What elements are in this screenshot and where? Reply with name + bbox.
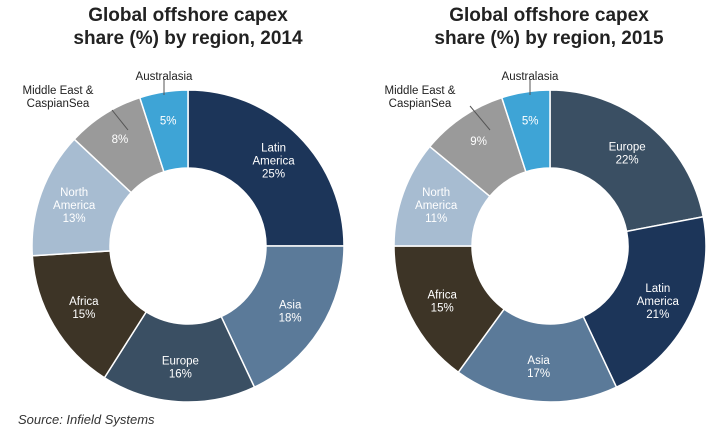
slice-name-label: CaspianSea (27, 98, 90, 110)
chart-title-2015: Global offshore capex share (%) by regio… (389, 4, 709, 50)
slice-name-label: North (422, 187, 450, 199)
slice-name-label: Africa (69, 296, 99, 308)
slice-value-label: 22% (616, 154, 639, 166)
slice-name-label: CaspianSea (389, 98, 452, 110)
source-note: Source: Infield Systems (18, 412, 155, 427)
slice-europe (549, 89, 705, 233)
chart-title-line1: Global offshore capex (88, 5, 288, 26)
slice-latin-america (187, 89, 345, 247)
slice-europe (103, 310, 256, 403)
slice-value-label: 21% (646, 309, 669, 321)
slice-name-label: Latin (645, 283, 670, 295)
slice-name-label: Europe (609, 141, 646, 153)
leader-line (111, 109, 129, 131)
slice-latin-america (582, 215, 707, 389)
slice-name-label: Australasia (502, 71, 559, 83)
slice-name-label: America (53, 200, 96, 212)
slice-name-label: America (252, 155, 295, 167)
slice-name-label: Middle East & (385, 85, 456, 97)
slice-value-label: 25% (262, 168, 285, 180)
donut-1: Europe22%LatinAmerica21%Asia17%Africa15%… (385, 71, 707, 403)
slice-africa (31, 250, 148, 379)
slice-value-label: 15% (72, 309, 95, 321)
slice-name-label: America (637, 296, 680, 308)
slice-name-label: America (415, 200, 458, 212)
slice-asia (457, 308, 618, 403)
slice-name-label: Middle East & (23, 85, 94, 97)
slice-value-label: 16% (169, 368, 192, 380)
slice-name-label: Asia (279, 299, 302, 311)
slice-value-label: 5% (160, 116, 177, 128)
slice-name-label: Asia (527, 355, 550, 367)
slice-name-label: Europe (162, 355, 199, 367)
slice-name-label: North (60, 187, 88, 199)
chart-title-line1: Global offshore capex (449, 5, 649, 26)
slice-value-label: 5% (522, 116, 539, 128)
slice-australasia (500, 89, 551, 173)
slice-value-label: 17% (527, 368, 550, 380)
slice-name-label: Latin (261, 142, 286, 154)
slice-value-label: 15% (431, 302, 454, 314)
slice-africa (393, 245, 506, 374)
slice-name-label: Australasia (136, 71, 193, 83)
slice-value-label: 18% (279, 312, 302, 324)
slice-value-label: 9% (470, 136, 487, 148)
leader-line (469, 105, 491, 131)
slice-australasia (138, 89, 189, 173)
slice-value-label: 13% (63, 213, 86, 225)
slice-value-label: 11% (425, 213, 447, 225)
slice-name-label: Africa (427, 289, 457, 301)
chart-title-line2: share (%) by region, 2015 (434, 28, 664, 49)
slice-value-label: 8% (112, 134, 129, 146)
slice-asia (220, 245, 345, 389)
chart-title-line2: share (%) by region, 2014 (73, 28, 303, 49)
chart-title-2014: Global offshore capex share (%) by regio… (28, 4, 348, 50)
donut-0: LatinAmerica25%Asia18%Europe16%Africa15%… (23, 71, 345, 403)
